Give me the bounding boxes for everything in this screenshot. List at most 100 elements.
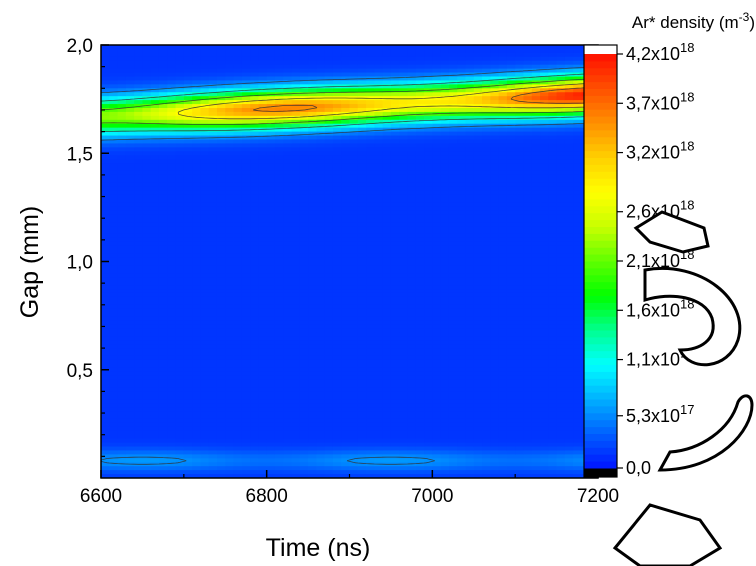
contour-cell bbox=[158, 68, 168, 74]
contour-cell bbox=[283, 387, 293, 392]
contour-cell bbox=[192, 363, 201, 369]
contour-cell bbox=[274, 379, 284, 385]
contour-cell bbox=[291, 60, 301, 66]
contour-cell bbox=[332, 328, 342, 333]
contour-cell bbox=[125, 395, 135, 400]
contour-cell bbox=[465, 308, 475, 314]
contour-cell bbox=[134, 253, 144, 259]
contour-cell bbox=[101, 115, 110, 121]
contour-cell bbox=[432, 151, 442, 156]
contour-cell bbox=[175, 312, 185, 318]
contour-cell bbox=[258, 186, 268, 192]
contour-cell bbox=[134, 182, 144, 188]
contour-cell bbox=[150, 383, 160, 389]
contour-cell bbox=[216, 143, 226, 148]
contour-cell bbox=[390, 84, 400, 89]
contour-cell bbox=[432, 60, 442, 66]
contour-cell bbox=[316, 261, 326, 267]
contour-cell bbox=[299, 230, 309, 235]
contour-cell bbox=[457, 214, 467, 219]
contour-cell bbox=[390, 296, 400, 302]
contour-cell bbox=[175, 104, 185, 109]
contour-cell bbox=[308, 119, 317, 125]
contour-cell bbox=[382, 328, 392, 333]
contour-cell bbox=[366, 379, 375, 385]
contour-cell bbox=[316, 241, 326, 247]
contour-cell bbox=[357, 214, 367, 219]
contour-cell bbox=[424, 190, 433, 196]
contour-cell bbox=[200, 100, 210, 105]
contour-cell bbox=[374, 296, 384, 302]
contour-cell bbox=[233, 174, 243, 180]
contour-cell bbox=[183, 450, 193, 455]
contour-cell bbox=[216, 52, 226, 58]
contour-cell bbox=[109, 96, 119, 101]
contour-cell bbox=[200, 198, 210, 204]
contour-cell bbox=[167, 60, 177, 66]
contour-cell bbox=[216, 269, 226, 274]
contour-cell bbox=[109, 178, 119, 184]
contour-cell bbox=[134, 371, 144, 377]
contour-cell bbox=[308, 352, 317, 357]
contour-cell bbox=[167, 371, 177, 377]
contour-cell bbox=[150, 100, 160, 105]
contour-cell bbox=[125, 379, 135, 385]
contour-cell bbox=[216, 178, 226, 184]
contour-cell bbox=[448, 155, 458, 160]
contour-cell bbox=[167, 269, 177, 274]
contour-cell bbox=[225, 446, 235, 452]
contour-cell bbox=[117, 304, 127, 310]
contour-cell bbox=[357, 182, 367, 188]
contour-cell bbox=[390, 100, 400, 105]
contour-cell bbox=[440, 391, 450, 396]
contour-cell bbox=[216, 139, 226, 145]
contour-cell bbox=[432, 96, 442, 101]
contour-cell bbox=[167, 222, 177, 227]
contour-cell bbox=[399, 56, 409, 62]
contour-cell bbox=[341, 466, 351, 471]
contour-cell bbox=[332, 296, 342, 302]
contour-cell bbox=[291, 68, 301, 74]
contour-cell bbox=[142, 194, 152, 200]
contour-cell bbox=[407, 111, 417, 117]
contour-cell bbox=[324, 320, 334, 326]
contour-cell bbox=[448, 355, 458, 361]
contour-cell bbox=[183, 194, 193, 200]
contour-cell bbox=[183, 52, 193, 58]
contour-cell bbox=[134, 450, 144, 455]
contour-cell bbox=[258, 96, 268, 101]
contour-cell bbox=[349, 100, 359, 105]
contour-cell bbox=[266, 159, 276, 164]
contour-cell bbox=[415, 348, 425, 353]
contour-cell bbox=[200, 320, 210, 326]
contour-cell bbox=[192, 304, 201, 310]
contour-cell bbox=[192, 186, 201, 192]
contour-cell bbox=[167, 119, 177, 125]
contour-cell bbox=[125, 96, 135, 101]
contour-cell bbox=[440, 269, 450, 274]
contour-cell bbox=[208, 131, 218, 137]
contour-cell bbox=[390, 379, 400, 385]
contour-cell bbox=[407, 167, 417, 172]
contour-cell bbox=[117, 379, 127, 385]
contour-cell bbox=[407, 76, 417, 82]
contour-cell bbox=[349, 48, 359, 54]
contour-cell bbox=[291, 336, 301, 341]
contour-cell bbox=[390, 312, 400, 318]
contour-cell bbox=[324, 383, 334, 389]
contour-cell bbox=[109, 151, 119, 156]
contour-cell bbox=[299, 210, 309, 215]
contour-cell bbox=[274, 367, 284, 373]
contour-cell bbox=[109, 316, 119, 322]
contour-cell bbox=[117, 395, 127, 400]
contour-cell bbox=[101, 230, 110, 235]
contour-cell bbox=[440, 352, 450, 357]
contour-cell bbox=[332, 214, 342, 219]
contour-cell bbox=[407, 363, 417, 369]
contour-cell bbox=[473, 139, 483, 145]
contour-cell bbox=[150, 249, 160, 255]
contour-cell bbox=[200, 312, 210, 318]
contour-cell bbox=[175, 115, 185, 121]
contour-cell bbox=[241, 167, 251, 172]
contour-cell bbox=[266, 434, 276, 440]
